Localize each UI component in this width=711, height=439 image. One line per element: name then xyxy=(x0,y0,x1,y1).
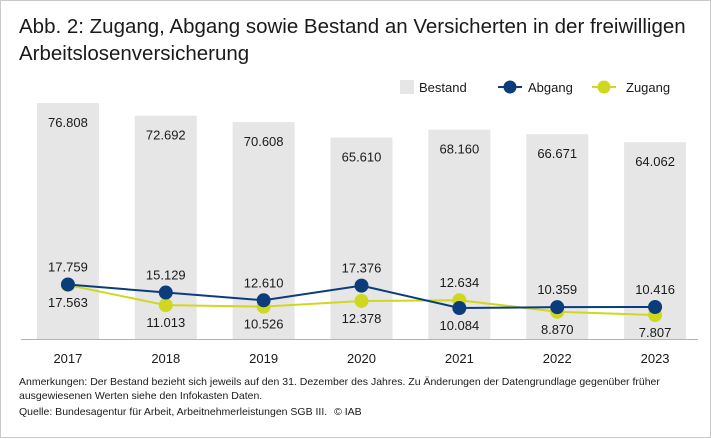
point-abgang-2018 xyxy=(158,285,173,300)
bar-label-2021: 68.160 xyxy=(439,142,479,157)
zugang-label-2022: 8.870 xyxy=(541,322,574,337)
legend-marker-zugang xyxy=(597,80,611,94)
zugang-label-2021: 12.634 xyxy=(439,275,479,290)
zugang-label-2020: 12.378 xyxy=(342,311,382,326)
zugang-label-2017: 17.563 xyxy=(48,295,88,310)
legend-marker-abgang xyxy=(503,80,517,94)
x-tick-label-2020: 2020 xyxy=(347,351,376,366)
x-tick-label-2021: 2021 xyxy=(445,351,474,366)
bar-label-2017: 76.808 xyxy=(48,115,88,130)
point-abgang-2017 xyxy=(60,277,75,292)
x-tick-label-2017: 2017 xyxy=(53,351,82,366)
x-tick-label-2023: 2023 xyxy=(641,351,670,366)
bar-label-2020: 65.610 xyxy=(342,149,382,164)
abgang-label-2017: 17.759 xyxy=(48,259,88,274)
x-tick-label-2019: 2019 xyxy=(249,351,278,366)
point-abgang-2020 xyxy=(354,278,369,293)
notes-line-1: Anmerkungen: Der Bestand bezieht sich je… xyxy=(19,376,660,388)
abgang-label-2020: 17.376 xyxy=(342,261,382,276)
legend-label-bestand: Bestand xyxy=(419,80,467,95)
bar-label-2023: 64.062 xyxy=(635,154,675,169)
x-tick-label-2018: 2018 xyxy=(151,351,180,366)
chart-notes: Anmerkungen: Der Bestand bezieht sich je… xyxy=(19,375,699,403)
abgang-label-2023: 10.416 xyxy=(635,282,675,297)
bar-bestand-2017 xyxy=(36,103,99,339)
legend-swatch-bestand xyxy=(400,80,414,94)
copyright-label: © IAB xyxy=(334,406,362,418)
point-abgang-2022 xyxy=(550,300,565,315)
abgang-label-2019: 12.610 xyxy=(244,275,284,290)
legend-label-zugang: Zugang xyxy=(626,80,670,95)
point-abgang-2023 xyxy=(648,300,663,315)
x-tick-label-2022: 2022 xyxy=(543,351,572,366)
zugang-label-2023: 7.807 xyxy=(639,325,672,340)
abgang-label-2022: 10.359 xyxy=(537,282,577,297)
bar-label-2022: 66.671 xyxy=(537,146,577,161)
point-abgang-2021 xyxy=(452,301,467,316)
zugang-label-2018: 11.013 xyxy=(146,315,185,330)
abgang-label-2018: 15.129 xyxy=(146,268,186,283)
bar-bestand-2020 xyxy=(330,137,393,339)
bar-label-2019: 70.608 xyxy=(244,134,284,149)
legend-label-abgang: Abgang xyxy=(528,80,573,95)
abgang-label-2021: 10.084 xyxy=(439,318,479,333)
chart-source: Quelle: Bundesagentur für Arbeit, Arbeit… xyxy=(19,406,366,418)
chart-title: Abb. 2: Zugang, Abgang sowie Bestand an … xyxy=(19,15,686,65)
source-text: Quelle: Bundesagentur für Arbeit, Arbeit… xyxy=(19,406,328,418)
point-zugang-2020 xyxy=(354,293,369,308)
bar-label-2018: 72.692 xyxy=(146,128,186,143)
zugang-label-2019: 10.526 xyxy=(244,317,284,332)
notes-line-2: ausgewiesenen Werten siehe den Infokaste… xyxy=(19,390,263,402)
point-abgang-2019 xyxy=(256,293,271,308)
point-zugang-2018 xyxy=(158,298,173,313)
